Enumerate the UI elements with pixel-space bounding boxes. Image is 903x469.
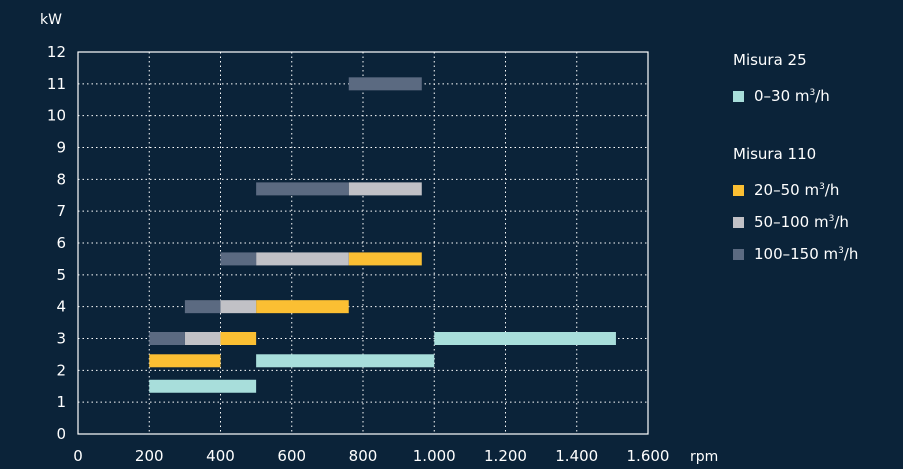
range-bar	[348, 182, 422, 196]
legend-item: 20–50 m3/h	[733, 174, 858, 206]
y-tick-label: 3	[56, 330, 66, 348]
x-tick-label: 200	[135, 447, 164, 465]
y-tick-label: 12	[47, 43, 66, 61]
grid-lines	[78, 52, 648, 434]
legend-label: 20–50 m3/h	[754, 181, 840, 199]
y-tick-label: 2	[56, 361, 66, 379]
x-tick-label: 600	[277, 447, 306, 465]
range-bar	[434, 332, 616, 345]
y-tick-label: 0	[56, 425, 66, 443]
range-bar	[348, 252, 422, 266]
y-tick-label: 10	[47, 107, 66, 125]
range-bar	[348, 77, 422, 91]
legend-group: Misura 110 20–50 m3/h 50–100 m3/h 100–150 m…	[733, 140, 858, 270]
legend-swatch	[733, 248, 744, 260]
x-tick-label: 1.200	[484, 447, 527, 465]
legend-item: 100–150 m3/h	[733, 238, 858, 270]
range-bar	[184, 300, 221, 314]
range-bar	[220, 300, 257, 314]
legend-group: Misura 25 0–30 m3/h	[733, 46, 858, 112]
range-bar	[220, 332, 257, 345]
legend-swatch	[733, 90, 744, 102]
y-tick-label: 9	[56, 139, 66, 157]
range-bar	[149, 332, 185, 345]
legend-group-title: Misura 25	[733, 51, 807, 69]
x-axis-unit: rpm	[690, 449, 718, 465]
y-tick-label: 8	[56, 170, 66, 188]
legend-group-title: Misura 110	[733, 145, 817, 163]
legend: Misura 25 0–30 m3/h Misura 110 20–50 m3/h 50…	[733, 46, 858, 298]
range-bar	[256, 182, 349, 196]
legend-swatch	[733, 184, 744, 196]
legend-label: 0–30 m3/h	[754, 87, 830, 105]
plot-frame	[77, 51, 649, 435]
range-bar	[256, 354, 435, 368]
range-bar	[149, 354, 221, 368]
range-bar	[184, 332, 221, 345]
range-bar	[220, 252, 257, 266]
range-bar	[149, 379, 257, 393]
range-bars	[149, 77, 616, 393]
range-bar	[256, 300, 349, 314]
legend-swatch	[733, 216, 744, 228]
legend-item: 0–30 m3/h	[733, 80, 858, 112]
x-tick-label: 400	[206, 447, 235, 465]
y-tick-label: 1	[56, 393, 66, 411]
x-tick-label: 1.000	[413, 447, 456, 465]
x-tick-label: 1.600	[627, 447, 670, 465]
x-tick-label: 1.400	[555, 447, 598, 465]
y-tick-label: 7	[56, 202, 66, 220]
y-tick-label: 4	[56, 298, 66, 316]
y-tick-label: 11	[47, 75, 66, 93]
range-bar	[256, 252, 349, 266]
legend-item: 50–100 m3/h	[733, 206, 858, 238]
y-tick-label: 5	[56, 266, 66, 284]
legend-label: 100–150 m3/h	[754, 245, 859, 263]
y-axis-unit: kW	[40, 12, 62, 28]
y-tick-label: 6	[56, 234, 66, 252]
x-tick-label: 0	[73, 447, 83, 465]
x-axis-ticks: 0 200 400 600 800 1.000 1.200 1.400 1.600	[73, 447, 669, 465]
legend-label: 50–100 m3/h	[754, 213, 849, 231]
x-tick-label: 800	[349, 447, 378, 465]
